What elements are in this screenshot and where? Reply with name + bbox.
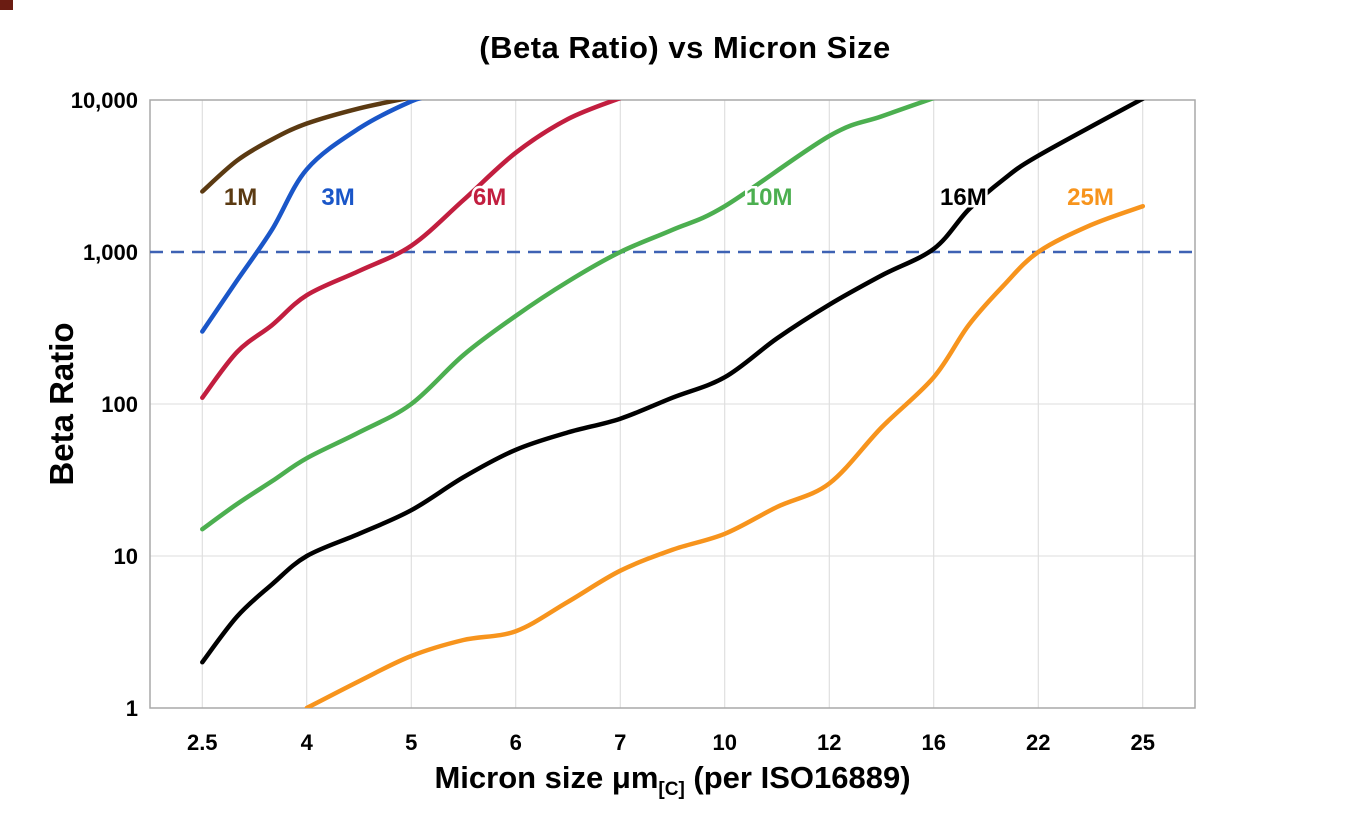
series-line-10M: [200, 100, 935, 532]
series-label-1M: 1M: [224, 184, 257, 211]
series-group: [200, 100, 1146, 708]
plot-border: [149, 99, 1196, 709]
series-label-3M: 3M: [321, 184, 354, 211]
x-tick-label: 16: [922, 730, 946, 755]
x-tick-label: 22: [1026, 730, 1050, 755]
series-line-6M: [200, 100, 622, 400]
corner-artifact: [0, 0, 13, 10]
series-line-1M: [200, 100, 410, 194]
x-tick-label: 2.5: [187, 730, 218, 755]
x-tick-label: 7: [614, 730, 626, 755]
x-tick-label: 12: [817, 730, 841, 755]
y-tick-label: 10,000: [71, 88, 138, 113]
series-line-25M: [304, 203, 1146, 708]
x-tick-label: 5: [405, 730, 417, 755]
y-tick-label: 10: [114, 544, 138, 569]
x-tick-label: 4: [301, 730, 314, 755]
x-axis-label-text: Micron size μm: [434, 760, 659, 795]
y-tick-label: 1: [126, 696, 138, 721]
series-label-16M: 16M: [940, 184, 987, 211]
series-line-3M: [200, 100, 422, 334]
x-tick-label: 25: [1131, 730, 1155, 755]
x-axis-label-subscript: [C]: [658, 779, 685, 801]
series-line-16M: [200, 100, 1145, 665]
x-axis-label-suffix: (per ISO16889): [684, 760, 911, 795]
x-axis-label: Micron size μm[C] (per ISO16889): [150, 760, 1195, 801]
x-tick-label: 6: [510, 730, 522, 755]
series-label-25M: 25M: [1067, 184, 1114, 211]
y-tick-label: 1,000: [83, 240, 138, 265]
series-label-6M: 6M: [473, 184, 506, 211]
y-tick-label: 100: [101, 392, 138, 417]
chart-title: (Beta Ratio) vs Micron Size: [479, 30, 891, 65]
x-tick-label: 10: [713, 730, 737, 755]
series-label-10M: 10M: [746, 184, 793, 211]
y-axis-label: Beta Ratio: [43, 322, 80, 486]
